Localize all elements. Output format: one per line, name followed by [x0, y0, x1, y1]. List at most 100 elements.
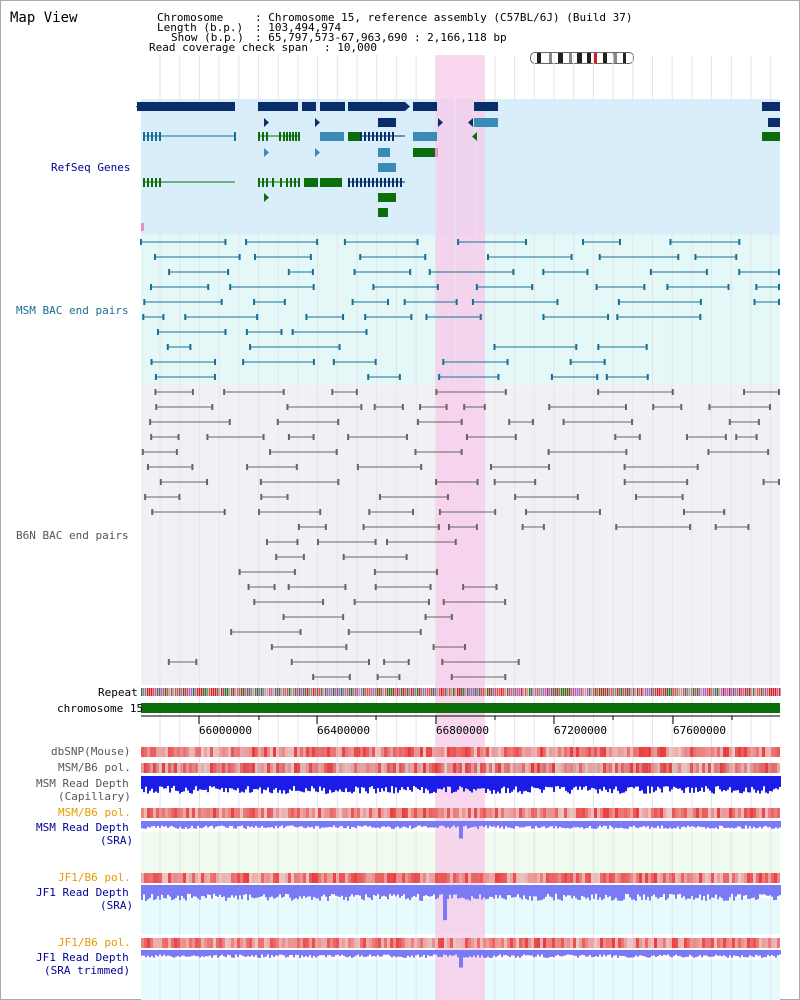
read-depth-bar: [749, 776, 751, 793]
polymorphism-cell: [762, 747, 765, 757]
polymorphism-cell: [384, 808, 387, 818]
b6n-bac-pair-end: [331, 389, 334, 395]
msm-bac-pair-end: [189, 344, 192, 350]
polymorphism-cell: [378, 873, 381, 883]
read-depth-bar: [761, 950, 763, 958]
polymorphism-cell: [189, 938, 192, 948]
read-depth-bar: [423, 885, 425, 897]
read-depth-bar: [367, 776, 369, 794]
read-depth-bar: [533, 885, 535, 897]
polymorphism-cell: [666, 808, 669, 818]
polymorphism-cell: [480, 808, 483, 818]
polymorphism-cell: [513, 808, 516, 818]
read-depth-bar: [167, 885, 169, 895]
repeat-feature: [461, 688, 463, 696]
read-depth-bar: [255, 885, 257, 898]
polymorphism-cell: [324, 873, 327, 883]
read-depth-bar: [605, 885, 607, 895]
read-depth-bar: [703, 950, 705, 956]
polymorphism-cell: [546, 763, 549, 773]
read-depth-bar: [233, 776, 235, 790]
read-depth-bar: [309, 885, 311, 897]
read-depth-bar: [725, 776, 727, 791]
read-depth-bar: [249, 776, 251, 793]
polymorphism-cell: [468, 763, 471, 773]
read-depth-bar: [395, 821, 397, 828]
gene-block: [348, 102, 405, 111]
repeat-feature: [745, 688, 747, 696]
polymorphism-cell: [519, 938, 522, 948]
polymorphism-cell: [219, 873, 222, 883]
read-depth-bar: [471, 821, 473, 828]
polymorphism-cell: [732, 938, 735, 948]
b6n-bac-pair-end: [435, 479, 438, 485]
polymorphism-cell: [474, 747, 477, 757]
polymorphism-cell: [429, 747, 432, 757]
b6n-bac-pair-end: [342, 614, 345, 620]
read-depth-bar: [547, 950, 549, 958]
polymorphism-cell: [762, 763, 765, 773]
polymorphism-cell: [150, 808, 153, 818]
gene-exon: [388, 178, 390, 187]
polymorphism-cell: [276, 763, 279, 773]
b6n-bac-pair-end: [635, 494, 638, 500]
read-depth-bar: [519, 776, 521, 792]
read-depth-bar: [607, 950, 609, 955]
polymorphism-cell: [273, 808, 276, 818]
read-depth-bar: [681, 776, 683, 791]
read-depth-bar: [263, 821, 265, 828]
repeat-feature: [449, 688, 451, 696]
polymorphism-cell: [399, 938, 402, 948]
repeat-feature: [147, 688, 149, 696]
repeat-feature: [301, 688, 303, 696]
msm-bac-pair-end: [227, 269, 230, 275]
polymorphism-cell: [501, 747, 504, 757]
read-depth-bar: [221, 950, 223, 955]
repeat-feature: [395, 688, 397, 696]
read-depth-bar: [773, 776, 775, 790]
polymorphism-cell: [273, 747, 276, 757]
polymorphism-cell: [480, 873, 483, 883]
polymorphism-cell: [444, 747, 447, 757]
read-depth-bar: [263, 885, 265, 895]
polymorphism-cell: [474, 763, 477, 773]
read-depth-bar: [439, 776, 441, 789]
read-depth-bar: [311, 776, 313, 787]
chromosome-ideogram[interactable]: [530, 52, 634, 64]
repeat-feature: [703, 688, 705, 696]
read-depth-bar: [195, 821, 197, 829]
read-depth-bar: [163, 885, 165, 898]
read-depth-bar: [417, 885, 419, 894]
read-depth-bar: [317, 950, 319, 957]
repeat-feature: [297, 688, 299, 696]
polymorphism-cell: [186, 747, 189, 757]
polymorphism-cell: [300, 763, 303, 773]
read-depth-bar: [647, 776, 649, 787]
polymorphism-cell: [297, 763, 300, 773]
polymorphism-cell: [600, 873, 603, 883]
polymorphism-cell: [342, 873, 345, 883]
polymorphism-cell: [282, 873, 285, 883]
polymorphism-cell: [453, 808, 456, 818]
repeat-feature: [319, 688, 321, 696]
repeat-feature: [709, 688, 711, 696]
repeat-feature: [385, 688, 387, 696]
read-depth-bar: [683, 885, 685, 897]
read-depth-bar: [299, 821, 301, 827]
polymorphism-cell: [414, 763, 417, 773]
read-depth-bar: [669, 950, 671, 957]
strand-arrow: [405, 102, 410, 111]
repeat-feature: [729, 688, 731, 696]
polymorphism-cell: [753, 763, 756, 773]
polymorphism-cell: [342, 808, 345, 818]
b6n-bac-pair-end: [401, 404, 404, 410]
read-depth-bar: [509, 776, 511, 794]
b6n-bac-pair-end: [159, 479, 162, 485]
b6n-bac-pair-end: [360, 404, 363, 410]
read-depth-bar: [189, 821, 191, 829]
polymorphism-cell: [174, 747, 177, 757]
read-depth-bar: [453, 776, 455, 793]
b6n-bac-pair-end: [141, 449, 144, 455]
polymorphism-cell: [165, 938, 168, 948]
